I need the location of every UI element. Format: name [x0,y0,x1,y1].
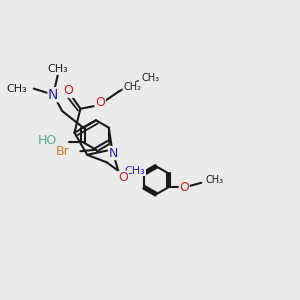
Text: CH₃: CH₃ [47,64,68,74]
Text: CH₃: CH₃ [206,175,224,185]
Text: Br: Br [56,145,70,158]
Text: N: N [108,147,118,160]
Text: O: O [64,84,74,97]
Text: N: N [48,88,58,102]
Text: O: O [96,96,106,109]
Text: O: O [118,171,128,184]
Text: CH₃: CH₃ [6,84,27,94]
Text: O: O [179,181,189,194]
Text: HO: HO [38,134,57,147]
Text: CH₂: CH₂ [123,82,141,92]
Text: CH₃: CH₃ [125,166,146,176]
Text: CH₃: CH₃ [141,73,159,83]
